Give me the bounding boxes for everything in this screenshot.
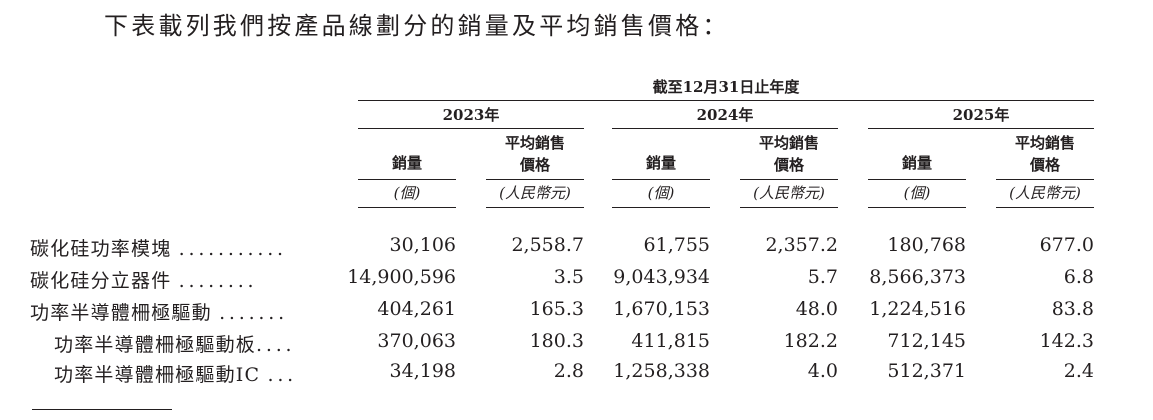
table-cell: 1,258,338	[613, 360, 710, 382]
table-cell: 1,224,516	[869, 298, 966, 320]
table-cell: 182.2	[783, 330, 838, 352]
row-label-gate-driver-ic: 功率半導體柵極驅動IC ...	[54, 364, 298, 386]
asp-unit-2024: (人民幣元)	[753, 184, 825, 202]
asp-unit-2025: (人民幣元)	[1009, 184, 1081, 202]
volume-unit-2023: (個)	[393, 184, 421, 202]
volume-header-2025: 銷量	[901, 154, 932, 172]
asp-header-2024: 平均銷售 價格	[758, 134, 819, 174]
row-label-gate-driver-board: 功率半導體柵極驅動板....	[54, 334, 296, 356]
table-cell: 4.0	[807, 360, 838, 382]
column-rule	[740, 179, 838, 180]
table-cell: 61,755	[643, 234, 710, 256]
period-rule	[358, 100, 1094, 101]
period-title: 截至12月31日止年度	[652, 78, 800, 96]
table-cell: 712,145	[887, 330, 966, 352]
row-label-sic-discrete: 碳化硅分立器件 ........	[30, 270, 258, 292]
volume-header-2023: 銷量	[391, 154, 422, 172]
year-rule-2023	[358, 128, 584, 129]
unit-rule	[740, 207, 838, 208]
volume-unit-2025: (個)	[903, 184, 931, 202]
table-cell: 411,815	[631, 330, 710, 352]
intro-text: 下表載列我們按產品線劃分的銷量及平均銷售價格：	[104, 12, 730, 40]
table-cell: 677.0	[1039, 234, 1094, 256]
year-header-2023: 2023年	[442, 106, 500, 124]
unit-rule	[486, 207, 584, 208]
table-cell: 180.3	[529, 330, 584, 352]
asp-header-2025: 平均銷售 價格	[1014, 134, 1075, 174]
table-cell: 30,106	[389, 234, 456, 256]
year-rule-2025	[868, 128, 1094, 129]
year-rule-2024	[612, 128, 838, 129]
table-cell: 2.4	[1063, 360, 1094, 382]
table-cell: 404,261	[377, 298, 456, 320]
table-cell: 2.8	[553, 360, 584, 382]
table-cell: 370,063	[377, 330, 456, 352]
table-cell: 165.3	[529, 298, 584, 320]
column-rule	[996, 179, 1094, 180]
table-cell: 6.8	[1063, 266, 1094, 288]
column-rule	[612, 179, 710, 180]
table-cell: 5.7	[807, 266, 838, 288]
column-rule	[358, 179, 456, 180]
year-header-2024: 2024年	[696, 106, 754, 124]
row-label-gate-driver: 功率半導體柵極驅動 .......	[30, 302, 288, 324]
unit-rule	[868, 207, 966, 208]
volume-unit-2024: (個)	[647, 184, 675, 202]
table-cell: 512,371	[887, 360, 966, 382]
table-cell: 142.3	[1039, 330, 1094, 352]
asp-unit-2023: (人民幣元)	[499, 184, 571, 202]
table-cell: 34,198	[389, 360, 456, 382]
unit-rule	[612, 207, 710, 208]
column-rule	[486, 179, 584, 180]
table-cell: 2,558.7	[511, 234, 584, 256]
asp-header-2023: 平均銷售 價格	[504, 134, 565, 174]
unit-rule	[358, 207, 456, 208]
table-cell: 3.5	[553, 266, 584, 288]
volume-header-2024: 銷量	[645, 154, 676, 172]
unit-rule	[996, 207, 1094, 208]
footnote-divider	[32, 409, 172, 410]
table-cell: 8,566,373	[869, 266, 966, 288]
table-cell: 180,768	[887, 234, 966, 256]
table-cell: 48.0	[795, 298, 838, 320]
row-label-sic-power-module: 碳化硅功率模塊 ...........	[30, 238, 287, 260]
table-cell: 1,670,153	[613, 298, 710, 320]
year-header-2025: 2025年	[952, 106, 1010, 124]
column-rule	[868, 179, 966, 180]
table-cell: 14,900,596	[347, 266, 456, 288]
table-cell: 83.8	[1051, 298, 1094, 320]
table-cell: 2,357.2	[765, 234, 838, 256]
table-cell: 9,043,934	[613, 266, 710, 288]
